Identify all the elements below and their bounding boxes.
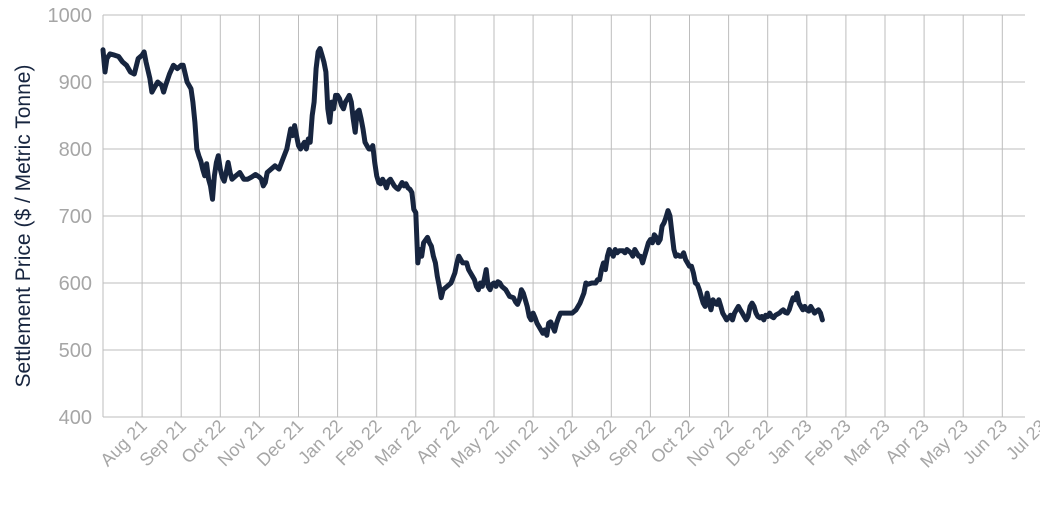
y-tick-label: 900 bbox=[59, 72, 92, 94]
y-tick-label: 400 bbox=[59, 407, 92, 429]
y-axis-label: Settlement Price ($ / Metric Tonne) bbox=[12, 65, 35, 388]
y-tick-label: 1000 bbox=[48, 5, 93, 27]
x-tick-label: Jun 22 bbox=[490, 416, 542, 468]
y-axis-tick-labels: 400 500 600 700 800 900 1000 bbox=[48, 5, 93, 429]
y-tick-label: 700 bbox=[59, 206, 92, 228]
price-series-line bbox=[100, 46, 825, 338]
y-tick-label: 800 bbox=[59, 139, 92, 161]
x-tick-label: Jun 23 bbox=[959, 416, 1011, 468]
y-tick-label: 600 bbox=[59, 273, 92, 295]
horizontal-gridlines bbox=[103, 14, 1025, 418]
y-tick-label: 500 bbox=[59, 340, 92, 362]
